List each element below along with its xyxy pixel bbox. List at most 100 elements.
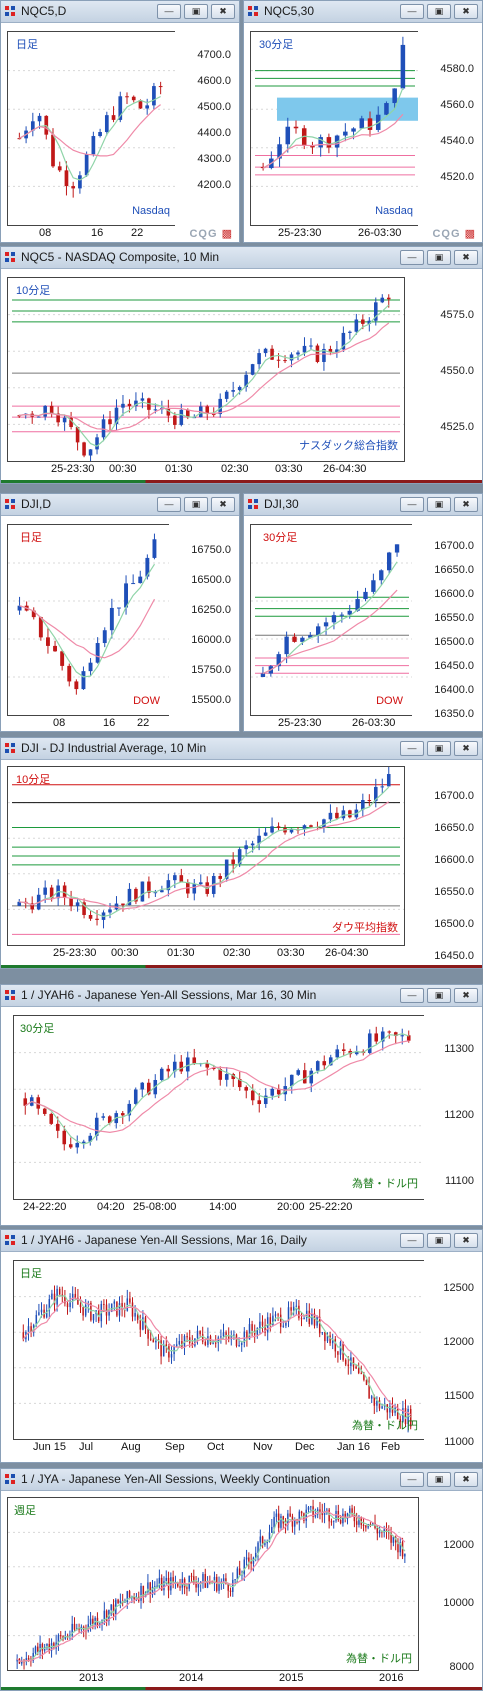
restore-button[interactable]: ▣ xyxy=(427,250,451,265)
chart-window[interactable]: 1 / JYAH6 - Japanese Yen-All Sessions, M… xyxy=(0,1229,483,1463)
candle-body xyxy=(289,354,294,361)
window-titlebar[interactable]: NQC5 - NASDAQ Composite, 10 Min — ▣ ✖ xyxy=(1,247,482,269)
time-axis[interactable]: 24-22:20 04:20 25-08:00 14:00 20:00 25-2… xyxy=(13,1200,425,1216)
time-axis[interactable]: 25-23:30 00:30 01:30 02:30 03:30 26-04:3… xyxy=(7,946,405,962)
price-axis[interactable]: 16750.0 16500.0 16250.0 16000.0 15750.0 … xyxy=(169,516,239,731)
candle-body xyxy=(379,570,384,581)
chart-plot-area[interactable]: 日足 Nasdaq xyxy=(7,31,177,226)
restore-button[interactable]: ▣ xyxy=(184,4,208,19)
candle-body xyxy=(292,1306,295,1311)
candle-body xyxy=(384,103,389,115)
window-titlebar[interactable]: NQC5,30 — ▣ ✖ xyxy=(244,1,482,23)
restore-button[interactable]: ▣ xyxy=(427,1472,451,1487)
chart-plot-area[interactable]: 30分足 Nasdaq xyxy=(250,31,420,226)
candle-body xyxy=(259,1536,262,1543)
price-axis[interactable]: 12000 10000 8000 xyxy=(420,1491,482,1690)
time-axis[interactable]: 08 16 22 xyxy=(7,716,171,731)
price-tick: 11500 xyxy=(444,1390,474,1402)
window-titlebar[interactable]: 1 / JYAH6 - Japanese Yen-All Sessions, M… xyxy=(1,985,482,1007)
time-tick: 00:30 xyxy=(111,947,139,959)
time-tick: Aug xyxy=(121,1441,141,1453)
minimize-button[interactable]: — xyxy=(400,4,424,19)
candle-body xyxy=(170,1577,172,1591)
chart-window[interactable]: DJI - DJ Industrial Average, 10 Min — ▣ … xyxy=(0,737,483,969)
close-button[interactable]: ✖ xyxy=(454,988,478,1003)
chart-window[interactable]: DJI,30 — ▣ ✖ 30分足 DOW 16700.0 16650.0 16… xyxy=(243,493,483,732)
candle-body xyxy=(206,1581,209,1588)
minimize-button[interactable]: — xyxy=(400,497,424,512)
time-axis[interactable]: 25-23:30 00:30 01:30 02:30 03:30 26-04:3… xyxy=(7,462,405,478)
time-axis[interactable]: Jun 15 Jul Aug Sep Oct Nov Dec Jan 16 Fe… xyxy=(13,1440,425,1456)
time-axis[interactable]: 08 16 22 xyxy=(7,226,177,242)
chart-window[interactable]: NQC5 - NASDAQ Composite, 10 Min — ▣ ✖ 10… xyxy=(0,246,483,484)
close-button[interactable]: ✖ xyxy=(454,1472,478,1487)
minimize-button[interactable]: — xyxy=(157,497,181,512)
time-axis[interactable]: 25-23:30 26-03:30 xyxy=(250,226,420,242)
price-axis[interactable]: 4700.0 4600.0 4500.0 4400.0 4300.0 4200.… xyxy=(175,23,239,242)
chart-plot-area[interactable]: 30分足 DOW xyxy=(250,524,414,716)
time-tick: 00:30 xyxy=(109,463,137,475)
candle-body xyxy=(152,86,156,106)
window-titlebar[interactable]: 1 / JYA - Japanese Yen-All Sessions, Wee… xyxy=(1,1469,482,1491)
chart-plot-area[interactable]: 日足 DOW xyxy=(7,524,171,716)
minimize-button[interactable]: — xyxy=(400,988,424,1003)
time-axis[interactable]: 25-23:30 26-03:30 xyxy=(250,716,414,731)
minimize-button[interactable]: — xyxy=(400,741,424,756)
candle-body xyxy=(263,348,268,354)
close-button[interactable]: ✖ xyxy=(454,4,478,19)
close-button[interactable]: ✖ xyxy=(454,741,478,756)
candle-body xyxy=(84,1304,87,1316)
close-button[interactable]: ✖ xyxy=(454,497,478,512)
price-axis[interactable]: 12500 12000 11500 11000 xyxy=(424,1252,482,1462)
chart-plot-area[interactable]: 週足 為替・ドル円 xyxy=(7,1497,419,1671)
window-titlebar[interactable]: NQC5,D — ▣ ✖ xyxy=(1,1,239,23)
price-axis[interactable]: 16700.0 16650.0 16600.0 16550.0 16500.0 … xyxy=(406,760,482,968)
close-button[interactable]: ✖ xyxy=(454,1233,478,1248)
price-tick: 4400.0 xyxy=(197,127,231,139)
chart-window[interactable]: 1 / JYAH6 - Japanese Yen-All Sessions, M… xyxy=(0,984,483,1226)
price-axis[interactable]: 4575.0 4550.0 4525.0 xyxy=(406,269,482,483)
close-button[interactable]: ✖ xyxy=(454,250,478,265)
restore-button[interactable]: ▣ xyxy=(427,497,451,512)
price-axis[interactable]: 11300 11200 11100 xyxy=(424,1007,482,1225)
candle-body xyxy=(335,812,339,819)
time-axis[interactable]: 2013 2014 2015 2016 xyxy=(7,1671,419,1687)
chart-window[interactable]: DJI,D — ▣ ✖ 日足 DOW 16750.0 16500.0 16250… xyxy=(0,493,240,732)
price-axis[interactable]: 16700.0 16650.0 16600.0 16550.0 16500.0 … xyxy=(412,516,482,731)
restore-button[interactable]: ▣ xyxy=(184,497,208,512)
chart-plot-area[interactable]: 30分足 為替・ドル円 xyxy=(13,1015,425,1200)
chart-window[interactable]: NQC5,30 — ▣ ✖ 30分足 Nasdaq 4580.0 4560.0 … xyxy=(243,0,483,243)
minimize-button[interactable]: — xyxy=(157,4,181,19)
candle-body xyxy=(36,1097,41,1109)
restore-button[interactable]: ▣ xyxy=(427,1233,451,1248)
close-button[interactable]: ✖ xyxy=(211,4,235,19)
candlestick-chart xyxy=(8,533,170,695)
restore-button[interactable]: ▣ xyxy=(427,741,451,756)
restore-button[interactable]: ▣ xyxy=(427,4,451,19)
candle-body xyxy=(31,610,36,618)
candle-body xyxy=(163,1581,165,1591)
candle-body xyxy=(324,1332,326,1342)
minimize-button[interactable]: — xyxy=(400,250,424,265)
minimize-button[interactable]: — xyxy=(400,1472,424,1487)
candle-body xyxy=(321,1511,324,1515)
chart-plot-area[interactable]: 10分足 ナスダック総合指数 xyxy=(7,277,405,462)
price-axis[interactable]: 4580.0 4560.0 4540.0 4520.0 xyxy=(418,23,482,242)
minimize-button[interactable]: — xyxy=(400,1233,424,1248)
window-titlebar[interactable]: DJI,30 — ▣ ✖ xyxy=(244,494,482,516)
candle-body xyxy=(261,1321,264,1326)
candle-body xyxy=(84,154,89,176)
candle-body xyxy=(351,128,356,132)
chart-window[interactable]: NQC5,D — ▣ ✖ 日足 Nasdaq 4700.0 4600.0 450… xyxy=(0,0,240,243)
candle-body xyxy=(172,1061,177,1072)
close-button[interactable]: ✖ xyxy=(211,497,235,512)
window-titlebar[interactable]: DJI,D — ▣ ✖ xyxy=(1,494,239,516)
candle-body xyxy=(60,651,65,666)
restore-button[interactable]: ▣ xyxy=(427,988,451,1003)
window-titlebar[interactable]: 1 / JYAH6 - Japanese Yen-All Sessions, M… xyxy=(1,1230,482,1252)
chart-window[interactable]: 1 / JYA - Japanese Yen-All Sessions, Wee… xyxy=(0,1468,483,1691)
chart-plot-area[interactable]: 日足 為替・ドル円 xyxy=(13,1260,425,1440)
window-titlebar[interactable]: DJI - DJ Industrial Average, 10 Min — ▣ … xyxy=(1,738,482,760)
chart-plot-area[interactable]: 10分足 ダウ平均指数 xyxy=(7,766,405,946)
price-tick: 12500 xyxy=(443,1282,474,1294)
